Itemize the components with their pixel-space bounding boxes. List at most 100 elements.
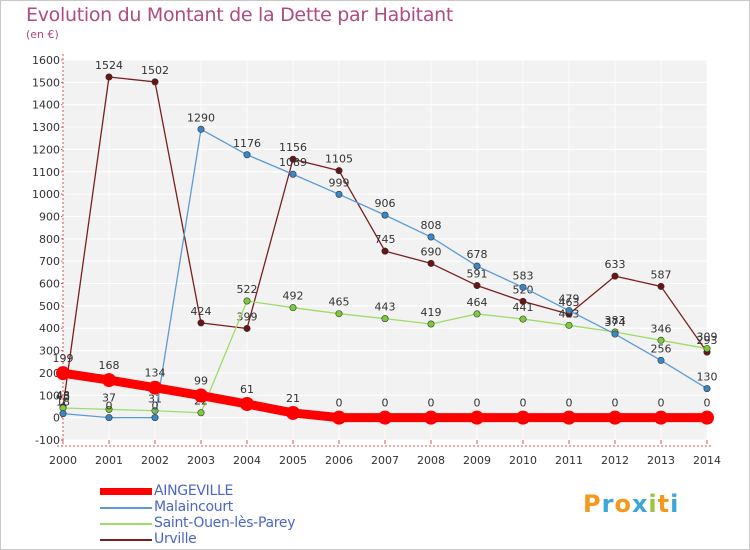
data-label-malaincourt: 583 [513, 269, 534, 282]
data-point-urville [611, 272, 619, 280]
data-point-urville [335, 167, 343, 175]
data-point-saint-ouen-les-parey [427, 320, 435, 328]
y-tick-label: 1600 [32, 54, 60, 67]
x-tick-label: 2010 [509, 454, 537, 467]
x-tick-label: 2006 [325, 454, 353, 467]
data-label-malaincourt: 1290 [187, 111, 215, 124]
data-label-aingeville: 61 [240, 383, 254, 396]
data-point-aingeville [286, 405, 300, 420]
data-point-aingeville [56, 366, 70, 381]
data-point-malaincourt [657, 356, 665, 364]
data-point-urville [519, 297, 527, 305]
data-label-saint-ouen-les-parey: 419 [421, 306, 442, 319]
data-point-urville [473, 282, 481, 290]
data-label-saint-ouen-les-parey: 464 [467, 296, 488, 309]
data-point-malaincourt [427, 233, 435, 241]
y-tick-label: 1500 [32, 76, 60, 89]
legend-label: Malaincourt [154, 499, 233, 515]
y-tick-label: 200 [39, 367, 60, 380]
y-tick-label: 500 [39, 300, 60, 313]
data-label-urville: 1105 [325, 153, 353, 166]
y-tick-label: 700 [39, 255, 60, 268]
legend-swatch [100, 523, 152, 525]
data-point-saint-ouen-les-parey [289, 304, 297, 312]
data-point-saint-ouen-les-parey [335, 310, 343, 318]
data-point-urville [151, 78, 159, 86]
data-point-malaincourt [243, 151, 251, 159]
x-tick-label: 2000 [49, 454, 77, 467]
data-point-saint-ouen-les-parey [197, 409, 205, 417]
chart-subtitle: (en €) [26, 28, 59, 41]
x-tick-label: 2007 [371, 454, 399, 467]
data-label-saint-ouen-les-parey: 492 [283, 290, 304, 303]
x-tick-label: 2014 [693, 454, 721, 467]
legend-item-malaincourt: Malaincourt [100, 499, 360, 515]
data-point-urville [289, 155, 297, 163]
data-label-urville: 690 [421, 245, 442, 258]
data-point-saint-ouen-les-parey [657, 336, 665, 344]
y-tick-label: 1400 [32, 99, 60, 112]
data-point-urville [657, 282, 665, 290]
legend-swatch [100, 507, 152, 509]
data-point-malaincourt [611, 330, 619, 338]
data-label-malaincourt: 256 [651, 342, 672, 355]
legend-swatch [100, 488, 152, 495]
data-point-aingeville [700, 410, 714, 425]
data-label-malaincourt: 0 [152, 400, 159, 413]
data-label-urville: 591 [467, 268, 488, 281]
data-point-aingeville [654, 410, 668, 425]
logo-letter: r [601, 490, 615, 518]
y-tick-label: 0 [53, 412, 60, 425]
data-label-urville: 745 [375, 233, 396, 246]
data-label-aingeville: 0 [382, 397, 389, 410]
y-tick-label: 800 [39, 233, 60, 246]
chart-title: Evolution du Montant de la Dette par Hab… [26, 4, 454, 26]
data-label-urville: 463 [559, 296, 580, 309]
data-label-saint-ouen-les-parey: 346 [651, 322, 672, 335]
data-label-aingeville: 134 [145, 367, 166, 380]
data-point-urville [381, 247, 389, 255]
data-label-saint-ouen-les-parey: 43 [56, 390, 70, 403]
y-tick-label: 400 [39, 322, 60, 335]
x-tick-label: 2013 [647, 454, 675, 467]
data-point-malaincourt [381, 211, 389, 219]
data-label-saint-ouen-les-parey: 37 [102, 391, 116, 404]
data-label-malaincourt: 999 [329, 176, 350, 189]
data-label-aingeville: 99 [194, 375, 208, 388]
data-label-urville: 1524 [95, 59, 123, 72]
data-point-urville [243, 324, 251, 332]
x-tick-label: 2003 [187, 454, 215, 467]
data-label-saint-ouen-les-parey: 309 [697, 331, 718, 344]
data-point-aingeville [608, 410, 622, 425]
y-tick-label: 1000 [32, 188, 60, 201]
logo-letter: i [670, 490, 680, 518]
data-point-urville [427, 259, 435, 267]
y-tick-label: 100 [39, 389, 60, 402]
data-label-malaincourt: 130 [697, 371, 718, 384]
logo-letter: o [614, 490, 632, 518]
data-point-aingeville [148, 380, 162, 395]
x-tick-label: 2009 [463, 454, 491, 467]
data-point-aingeville [240, 397, 254, 412]
data-label-aingeville: 0 [520, 397, 527, 410]
logo-letter: P [583, 490, 602, 518]
data-point-urville [197, 319, 205, 327]
data-label-urville: 293 [697, 334, 718, 347]
data-point-saint-ouen-les-parey [473, 310, 481, 318]
data-label-urville: 633 [605, 258, 626, 271]
legend-item-urville: Urville [100, 531, 360, 547]
x-tick-label: 2002 [141, 454, 169, 467]
legend-swatch [100, 539, 152, 541]
data-label-urville: 587 [651, 268, 672, 281]
data-label-aingeville: 0 [612, 397, 619, 410]
data-label-malaincourt: 678 [467, 248, 488, 261]
x-tick-label: 2005 [279, 454, 307, 467]
data-label-malaincourt: 374 [605, 316, 626, 329]
data-point-saint-ouen-les-parey [703, 345, 711, 353]
data-label-aingeville: 21 [286, 392, 300, 405]
data-point-aingeville [194, 388, 208, 403]
data-label-aingeville: 0 [658, 397, 665, 410]
x-tick-label: 2012 [601, 454, 629, 467]
data-label-urville: 424 [191, 305, 212, 318]
